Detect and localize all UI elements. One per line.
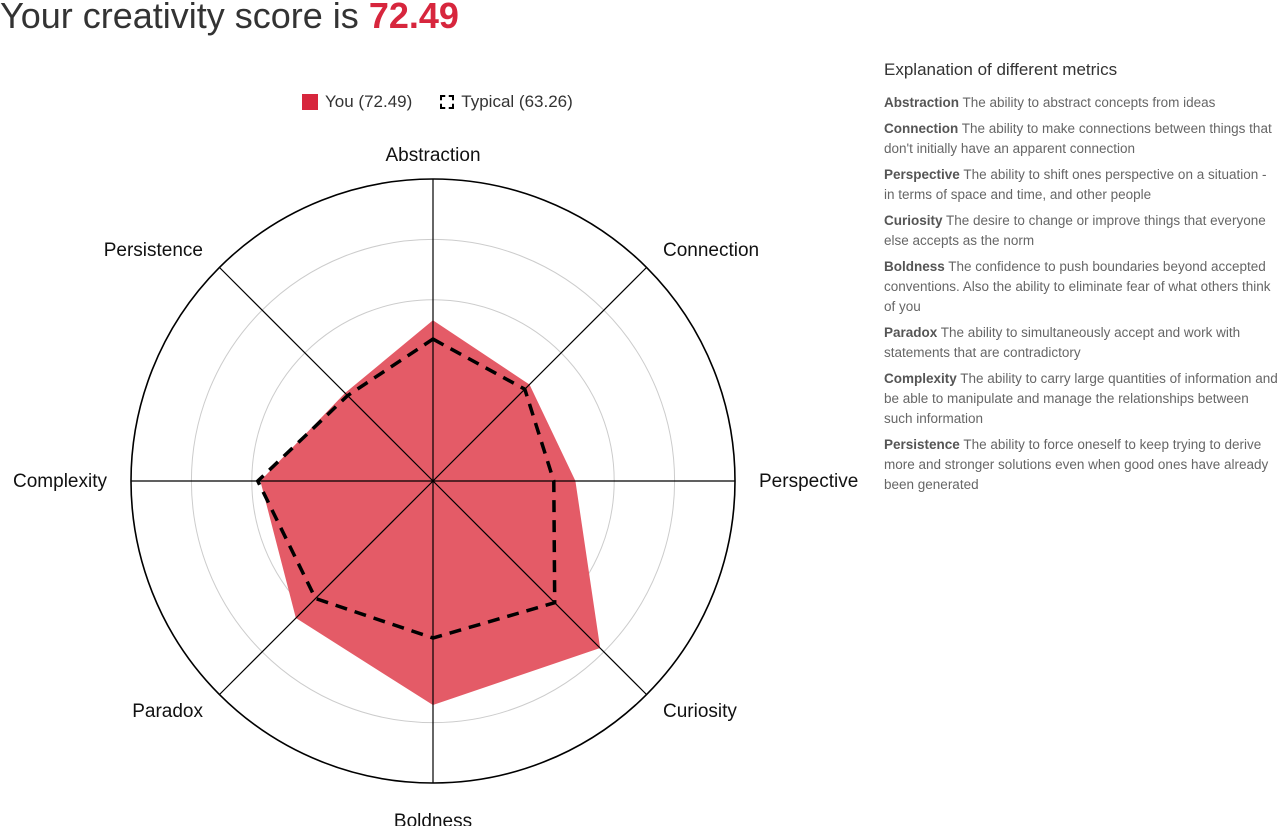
metric-name: Perspective xyxy=(884,167,960,182)
metric-description: The ability to carry large quantities of… xyxy=(884,371,1278,426)
axis-label-boldness: Boldness xyxy=(394,811,472,826)
score-value: 72.49 xyxy=(368,0,459,36)
metric-connection: Connection The ability to make connectio… xyxy=(884,119,1280,159)
metric-boldness: Boldness The confidence to push boundari… xyxy=(884,257,1280,317)
axis-label-connection: Connection xyxy=(663,240,759,261)
metric-paradox: Paradox The ability to simultaneously ac… xyxy=(884,323,1280,363)
metric-description: The ability to simultaneously accept and… xyxy=(884,325,1241,360)
metric-curiosity: Curiosity The desire to change or improv… xyxy=(884,211,1280,251)
radar-axis-line xyxy=(432,480,647,695)
explanation-title: Explanation of different metrics xyxy=(884,60,1118,79)
legend-label-typical: Typical (63.26) xyxy=(461,92,573,111)
score-heading: Your creativity score is 72.49 xyxy=(0,0,459,40)
score-heading-text: Your creativity score is xyxy=(0,0,359,36)
metric-name: Curiosity xyxy=(884,213,943,228)
metric-name: Paradox xyxy=(884,325,938,340)
radar-chart: Abstraction Connection Perspective Curiosit… xyxy=(13,145,858,826)
axis-label-paradox: Paradox xyxy=(132,701,203,722)
legend-swatch-you xyxy=(302,94,318,110)
legend-item-typical[interactable]: Typical (63.26) xyxy=(440,92,573,112)
legend-label-you: You (72.49) xyxy=(325,92,413,111)
metric-name: Abstraction xyxy=(884,95,960,110)
metric-name: Complexity xyxy=(884,371,957,386)
metric-name: Connection xyxy=(884,121,959,136)
series-typical-line xyxy=(255,337,557,640)
metric-description: The ability to shift ones perspective on… xyxy=(884,167,1267,202)
radar-axis-line xyxy=(432,267,647,482)
radar-axis-line xyxy=(219,480,434,695)
metric-name: Persistence xyxy=(884,437,960,452)
axis-label-complexity: Complexity xyxy=(13,471,107,492)
axis-label-persistence: Persistence xyxy=(104,240,203,261)
metric-description: The confidence to push boundaries beyond… xyxy=(884,259,1271,314)
metrics-explanation: Explanation of different metrics Abstrac… xyxy=(884,60,1280,501)
axis-label-abstraction: Abstraction xyxy=(385,145,480,166)
metric-description: The ability to abstract concepts from id… xyxy=(962,95,1216,110)
metric-description: The ability to force oneself to keep try… xyxy=(884,437,1269,492)
radar-axis-line xyxy=(219,267,434,482)
legend-swatch-typical xyxy=(440,95,455,109)
metric-description: The ability to make connections between … xyxy=(884,121,1272,156)
metric-name: Boldness xyxy=(884,259,945,274)
metric-description: The desire to change or improve things t… xyxy=(884,213,1266,248)
metric-persistence: Persistence The ability to force oneself… xyxy=(884,435,1280,495)
chart-legend: You (72.49) Typical (63.26) xyxy=(302,92,601,112)
metric-complexity: Complexity The ability to carry large qu… xyxy=(884,369,1280,429)
axis-label-perspective: Perspective xyxy=(759,471,858,492)
metric-perspective: Perspective The ability to shift ones pe… xyxy=(884,165,1280,205)
legend-item-you[interactable]: You (72.49) xyxy=(302,92,412,112)
series-you-area xyxy=(260,320,601,706)
axis-label-curiosity: Curiosity xyxy=(663,701,737,722)
metric-abstraction: Abstraction The ability to abstract conc… xyxy=(884,93,1280,113)
